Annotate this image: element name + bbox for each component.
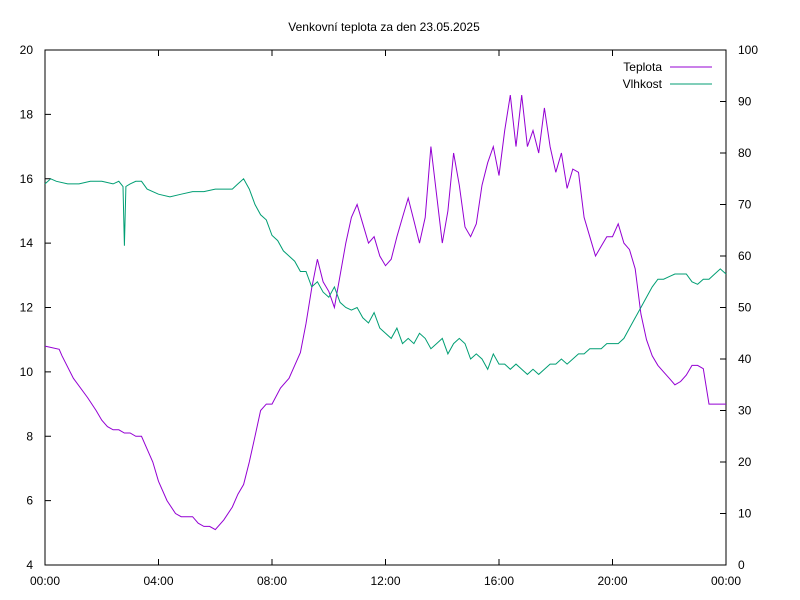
x-tick-label: 20:00 xyxy=(597,574,627,588)
legend-label-vlhkost: Vlhkost xyxy=(623,77,663,91)
series-lines xyxy=(44,95,727,531)
y-left-tick-label: 4 xyxy=(26,558,33,572)
y-right-tick-label: 90 xyxy=(738,95,752,109)
x-tick-label: 04:00 xyxy=(143,574,173,588)
y-right-tick-label: 0 xyxy=(738,558,745,572)
x-tick-label: 12:00 xyxy=(370,574,400,588)
series-line-teplota xyxy=(44,95,726,531)
y-axis-right: 0 10 20 30 40 50 60 70 80 90 100 xyxy=(720,43,758,572)
y-left-tick-label: 12 xyxy=(20,301,34,315)
y-right-tick-label: 70 xyxy=(738,198,752,212)
plot-frame xyxy=(44,49,727,566)
y-right-tick-label: 50 xyxy=(738,301,752,315)
y-left-tick-label: 8 xyxy=(26,429,33,443)
x-tick-label: 00:00 xyxy=(30,574,60,588)
series-line-vlhkost xyxy=(44,178,727,376)
y-right-tick-label: 30 xyxy=(738,404,752,418)
x-axis: 00:00 04:00 08:00 12:00 16:00 20:00 00:00 xyxy=(30,50,741,588)
y-left-tick-label: 20 xyxy=(20,43,34,57)
chart-title: Venkovní teplota za den 23.05.2025 xyxy=(288,20,480,34)
legend-label-teplota: Teplota xyxy=(623,60,662,74)
x-tick-label: 00:00 xyxy=(711,574,741,588)
x-tick-label: 08:00 xyxy=(257,574,287,588)
y-right-tick-label: 20 xyxy=(738,455,752,469)
y-right-tick-label: 40 xyxy=(738,352,752,366)
y-right-tick-label: 100 xyxy=(738,43,758,57)
y-right-tick-label: 80 xyxy=(738,146,752,160)
y-right-tick-label: 60 xyxy=(738,249,752,263)
x-tick-label: 16:00 xyxy=(484,574,514,588)
y-left-tick-label: 14 xyxy=(20,236,34,250)
y-left-tick-label: 16 xyxy=(20,172,34,186)
y-left-tick-label: 18 xyxy=(20,107,34,121)
y-right-tick-label: 10 xyxy=(738,507,752,521)
legend: Teplota Vlhkost xyxy=(623,60,712,91)
y-axis-left: 4 6 8 10 12 14 16 18 20 xyxy=(20,43,51,572)
y-left-tick-label: 6 xyxy=(26,494,33,508)
y-left-tick-label: 10 xyxy=(20,365,34,379)
